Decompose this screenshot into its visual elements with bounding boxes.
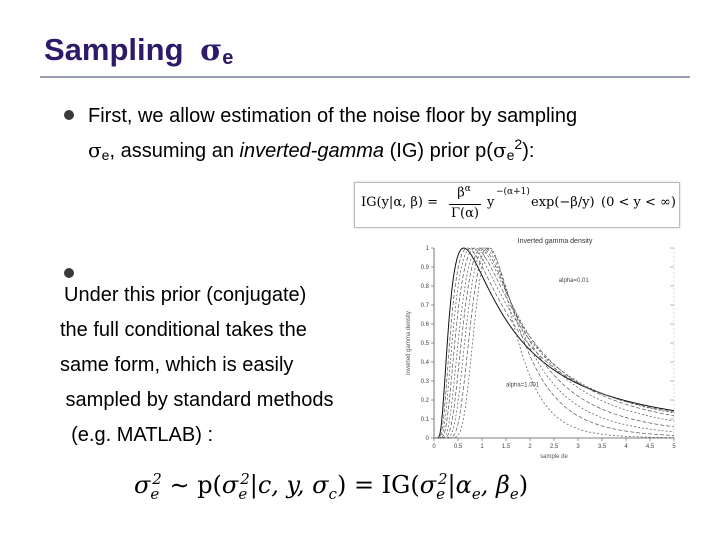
slide-title: Sampling σe xyxy=(44,32,233,70)
x-tick-label: 1.5 xyxy=(502,444,511,450)
formula-exp: exp(−β/y) xyxy=(531,195,595,210)
density-curve xyxy=(435,247,674,439)
sigma-subscript-2: e xyxy=(506,147,515,163)
plot-title: Inverted gamma density xyxy=(518,238,593,245)
bullet-1-text-c: ): xyxy=(522,140,535,162)
y-tick-label: 0.4 xyxy=(421,360,430,366)
x-tick-label: 2.5 xyxy=(550,444,559,450)
x-tick-label: 0.5 xyxy=(454,444,463,450)
formula-num-sup: α xyxy=(464,184,471,194)
x-tick-label: 2 xyxy=(528,444,532,450)
bullet-2-line2: the full conditional takes the xyxy=(60,319,307,341)
title-divider xyxy=(40,76,690,78)
bullet-dot-2 xyxy=(64,268,74,278)
formula-denominator: Γ(α) xyxy=(451,206,479,221)
bullet-2-line1-text: Under this prior (conjugate) xyxy=(64,284,307,306)
density-curve xyxy=(435,247,675,439)
x-tick-label: 4 xyxy=(624,444,628,450)
plot-annotation: alpha=1.001 xyxy=(506,383,540,389)
density-curve xyxy=(435,247,675,439)
inverted-gamma-plot: Inverted gamma density inverted gamma de… xyxy=(406,238,676,460)
density-curve xyxy=(435,247,675,439)
sigma-subscript: e xyxy=(101,147,110,163)
eq-sup-2c: 2 xyxy=(437,470,448,488)
eq-sub-c: c xyxy=(328,484,337,503)
fraction-bar xyxy=(449,204,481,205)
bullet-1-text-b: (IG) prior p( xyxy=(384,140,493,162)
y-tick-label: 0.5 xyxy=(421,341,430,347)
eq-bar: |c, y, σ xyxy=(249,471,329,499)
y-tick-label: 0 xyxy=(426,436,430,442)
density-curve xyxy=(435,247,675,439)
bullet-dot xyxy=(64,110,74,120)
bullet-2-line5: (e.g. MATLAB) : xyxy=(60,424,213,446)
x-tick-label: 4.5 xyxy=(646,444,655,450)
bullet-1: First, we allow estimation of the noise … xyxy=(64,102,704,169)
y-tick-label: 1 xyxy=(426,246,430,252)
density-curve xyxy=(435,247,675,439)
sigma-symbol-2: σ xyxy=(492,138,507,162)
x-tick-label: 3.5 xyxy=(598,444,607,450)
eq-sigma-2: σ xyxy=(221,471,239,499)
eq-sup-2: 2 xyxy=(152,470,162,488)
bullet-1-line1: First, we allow estimation of the noise … xyxy=(88,105,578,127)
y-tick-label: 0.9 xyxy=(421,265,430,271)
y-tick-label: 0.3 xyxy=(421,379,430,385)
eq-sub-e-3: e xyxy=(436,484,445,503)
eq-close: ) xyxy=(518,471,529,499)
y-tick-label: 0.2 xyxy=(421,398,430,404)
eq-mid: |α xyxy=(447,471,472,499)
plot-ylabel: inverted gamma density xyxy=(406,311,412,375)
density-curve xyxy=(435,247,675,439)
bullet-2: Under this prior (conjugate) the full co… xyxy=(60,268,404,453)
x-tick-label: 5 xyxy=(672,444,676,450)
squared-superscript: 2 xyxy=(514,136,523,152)
title-text: Sampling xyxy=(44,32,193,67)
x-tick-label: 1 xyxy=(480,444,484,450)
title-subscript: e xyxy=(222,47,234,69)
x-tick-label: 3 xyxy=(576,444,580,450)
eq-sup-2b: 2 xyxy=(240,470,250,488)
y-tick-label: 0.6 xyxy=(421,322,430,328)
eq-sub-e-2: e xyxy=(238,484,248,503)
bullet-2-line4: sampled by standard methods xyxy=(60,389,334,411)
conditional-equation: σe2 ∼ p(σe2|c, y, σc) = IG(σe2|αe, βe) xyxy=(134,470,574,510)
bullet-1-italic: inverted-gamma xyxy=(239,140,385,162)
y-tick-label: 0.1 xyxy=(421,417,430,423)
y-tick-label: 0.7 xyxy=(421,303,430,309)
density-curve xyxy=(435,247,675,439)
formula-domain: (0 < y < ∞) xyxy=(601,195,676,210)
formula-num-beta: β xyxy=(457,185,465,201)
bullet-1-text-a: , assuming an xyxy=(109,140,240,162)
ig-formula-image: IG(y|α, β) = βα Γ(α) y −(α+1) exp(−β/y) … xyxy=(354,182,680,228)
formula-numerator: βα xyxy=(449,184,479,200)
plot-xlabel: sample de xyxy=(540,454,568,460)
y-tick-label: 0.8 xyxy=(421,284,430,290)
title-sigma: σ xyxy=(200,33,223,68)
bullet-2-line1: Under this prior (conjugate) xyxy=(64,268,404,313)
eq-sim: ∼ p( xyxy=(161,471,222,499)
formula-lhs: IG(y|α, β) = xyxy=(361,195,438,210)
formula-y: y xyxy=(487,195,495,210)
bullet-1-line2: σe, assuming an inverted-gamma (IG) prio… xyxy=(64,130,704,169)
bullet-2-line3: same form, which is easily xyxy=(60,354,294,376)
eq-sub-e: e xyxy=(150,484,160,503)
eq-sigma-3: σ xyxy=(419,471,437,499)
eq-sub-e-5: e xyxy=(509,484,519,503)
density-curve xyxy=(435,247,675,439)
eq-sub-e-4: e xyxy=(471,484,481,503)
plot-annotation: alpha=0.01 xyxy=(559,278,590,284)
eq-sigma: σ xyxy=(134,471,151,499)
sigma-symbol: σ xyxy=(88,138,102,162)
formula-exp-sup: −(α+1) xyxy=(496,187,530,197)
eq-comma: , β xyxy=(480,471,510,499)
eq-equals: ) = IG( xyxy=(336,471,420,499)
x-tick-label: 0 xyxy=(432,444,436,450)
